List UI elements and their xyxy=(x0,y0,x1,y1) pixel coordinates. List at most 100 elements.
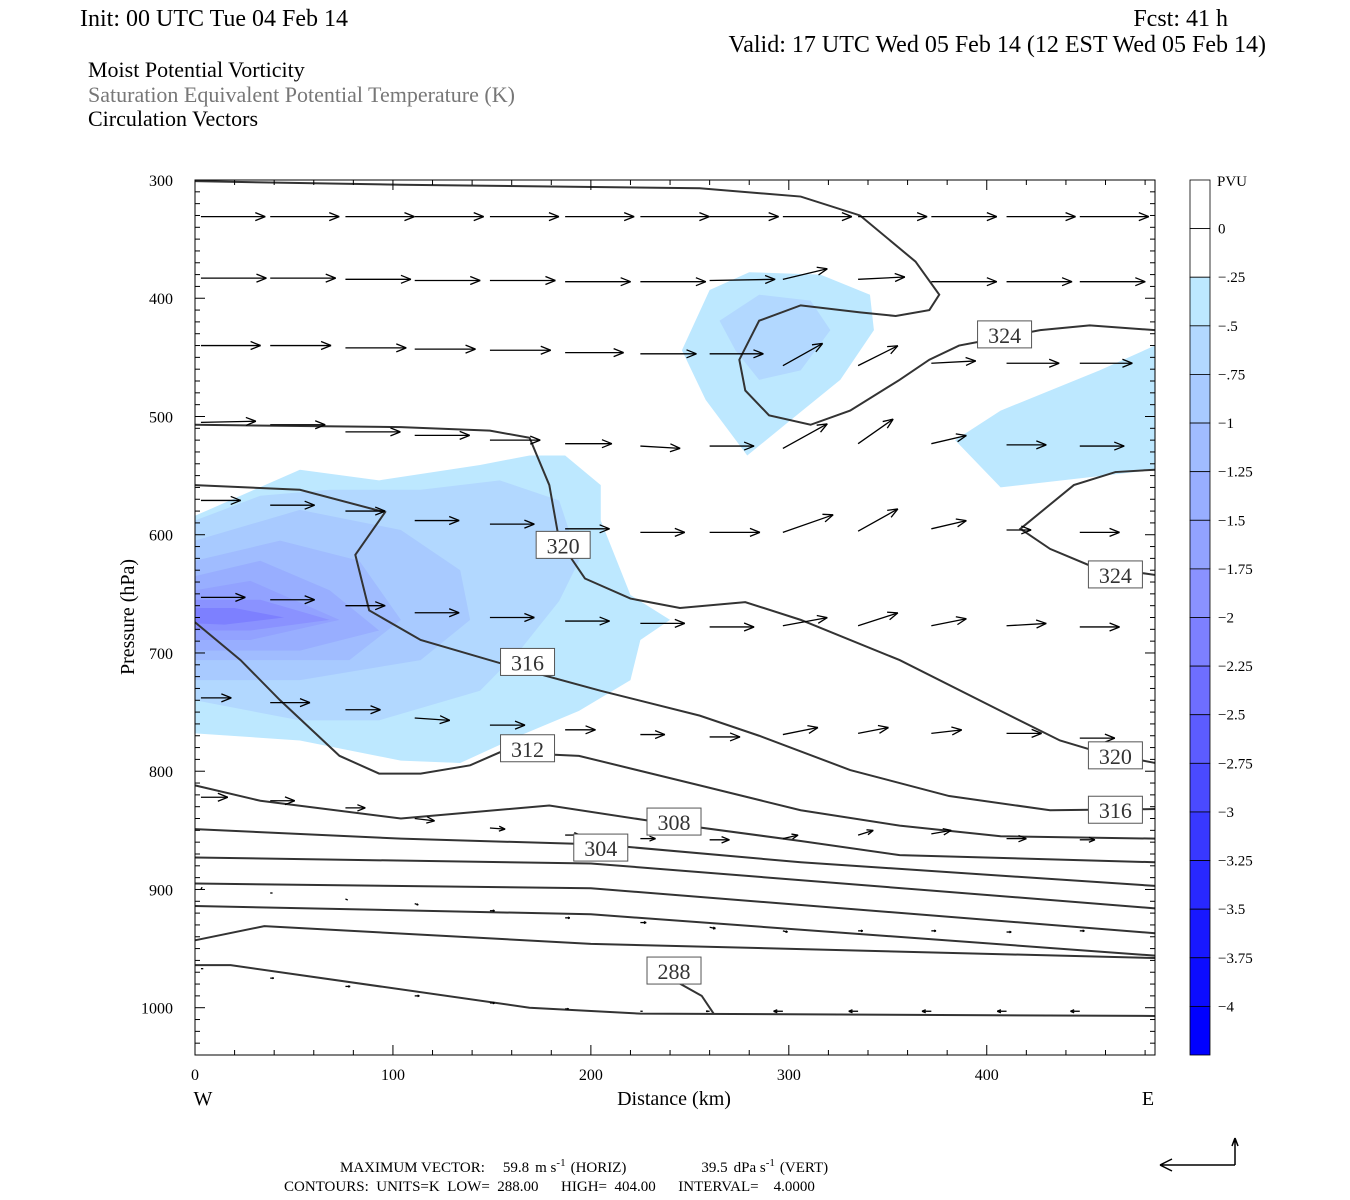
colorbar: PVU 0 −.25 −.5 −.75 −1 −1.25 −1.5 −1.75 −2 −2.25 −… xyxy=(1189,174,1253,1056)
colorbar-label: −3.25 xyxy=(1218,854,1253,870)
vector-arrow xyxy=(931,433,967,445)
contour-line-324 xyxy=(194,180,1156,426)
vector-arrow xyxy=(782,212,853,222)
colorbar-swatch xyxy=(1189,811,1211,861)
vector-arrow xyxy=(270,340,332,351)
colorbar-swatch xyxy=(1189,519,1211,570)
vector-arrow xyxy=(1006,525,1032,535)
contour-line-292 xyxy=(194,905,1156,957)
x-tick-label: 200 xyxy=(579,1067,603,1084)
vector-arrow xyxy=(1006,277,1073,287)
vector-arrow xyxy=(640,618,686,629)
contour-line-324 xyxy=(1018,468,1156,576)
vector-arrow xyxy=(782,266,828,280)
theta-es-contours xyxy=(194,180,1156,1017)
y-tick-label: 700 xyxy=(149,646,173,663)
vector-arrow xyxy=(345,705,381,715)
vector-arrow xyxy=(1006,728,1042,738)
contour-line-308 xyxy=(194,784,1156,864)
vector-arrow xyxy=(782,724,819,736)
vector-arrow xyxy=(414,212,484,222)
colorbar-swatch xyxy=(1189,374,1211,424)
contour-label-box xyxy=(1087,741,1143,770)
vector-arrow xyxy=(640,349,697,359)
vector-arrow xyxy=(489,720,526,730)
contour-label-box xyxy=(646,956,702,985)
y-tick-label: 500 xyxy=(149,409,173,426)
vector-arrow xyxy=(345,601,386,611)
forecast-hour: Fcst: 41 h xyxy=(1133,6,1228,32)
mpv-shade-region xyxy=(195,608,285,625)
vector-arrow xyxy=(565,616,610,626)
vector-arrow xyxy=(1079,277,1146,287)
vector-arrow xyxy=(565,1007,569,1011)
vector-arrow xyxy=(489,612,535,623)
contour-info: CONTOURS: UNITS=K LOW= 288.00 HIGH= 404.… xyxy=(284,1179,815,1195)
contour-label: 324 xyxy=(1099,563,1132,588)
y-tick-label: 900 xyxy=(149,882,173,899)
vector-arrow xyxy=(709,212,779,222)
colorbar-swatch xyxy=(1189,228,1211,278)
contour-label: 316 xyxy=(1099,798,1132,823)
vector-arrow xyxy=(996,1009,1007,1014)
vector-arrow xyxy=(858,272,906,283)
vector-arrow xyxy=(345,274,412,284)
vector-arrow xyxy=(1079,441,1125,451)
vector-arrow xyxy=(1006,358,1060,368)
colorbar-label: 0 xyxy=(1218,222,1226,238)
colorbar-swatch xyxy=(1189,471,1211,521)
vector-arrow xyxy=(200,340,261,351)
vector-arrow xyxy=(705,1010,710,1013)
contour-label-box xyxy=(1087,560,1143,589)
colorbar-swatch xyxy=(1189,714,1211,764)
x-tick-label: 0 xyxy=(191,1067,199,1084)
vector-arrow xyxy=(1079,212,1150,222)
vector-arrow xyxy=(414,816,435,824)
colorbar-swatch xyxy=(1189,276,1211,327)
colorbar-swatch xyxy=(1189,908,1211,959)
vector-arrow xyxy=(565,277,631,287)
vector-arrow xyxy=(857,345,899,367)
vector-arrow xyxy=(848,1009,859,1014)
contour-label-box xyxy=(977,320,1033,349)
vector-arrow xyxy=(489,345,552,355)
vector-arrow xyxy=(345,427,401,437)
vector-arrow xyxy=(931,726,963,736)
vector-arrow xyxy=(270,420,326,430)
vector-arrow xyxy=(414,344,476,354)
contour-line-296 xyxy=(194,882,1156,935)
footer: MAXIMUM VECTOR: 59.8 m s-1 (HORIZ) 39.5 dPa s… xyxy=(284,1137,1239,1195)
contour-label-box xyxy=(535,530,591,559)
vector-arrow xyxy=(1079,622,1120,632)
vector-arrow xyxy=(270,796,296,806)
colorbar-swatch xyxy=(1189,665,1211,716)
init-time: Init: 00 UTC Tue 04 Feb 14 xyxy=(80,6,348,32)
vector-arrow xyxy=(782,423,828,449)
vector-arrow xyxy=(270,500,315,510)
vector-arrow xyxy=(640,730,666,740)
vector-arrow xyxy=(1070,1009,1080,1014)
y-tick-label: 800 xyxy=(149,764,173,781)
contour-label: 320 xyxy=(1099,744,1132,769)
contour-label: 288 xyxy=(658,959,691,984)
contour-label-box xyxy=(500,647,556,676)
y-tick-label: 300 xyxy=(149,173,173,190)
vector-arrow xyxy=(709,349,764,359)
contour-label-box xyxy=(573,833,629,862)
colorbar-swatch xyxy=(1189,860,1211,910)
y-axis-label: Pressure (hPa) xyxy=(117,559,139,675)
vector-arrow xyxy=(414,903,419,906)
vector-arrow xyxy=(709,622,755,632)
vector-arrow xyxy=(270,595,315,605)
contour-label: 320 xyxy=(547,533,580,558)
x-tick-label: 400 xyxy=(975,1067,999,1084)
vector-arrow xyxy=(858,929,864,933)
vector-arrow xyxy=(200,273,267,283)
vector-arrow xyxy=(857,418,894,445)
colorbar-swatch xyxy=(1189,179,1211,230)
vector-arrow xyxy=(782,342,824,367)
vector-arrow xyxy=(931,356,977,367)
contour-label: 312 xyxy=(511,737,544,762)
vector-arrow xyxy=(931,929,937,933)
contour-label-box xyxy=(500,734,556,763)
